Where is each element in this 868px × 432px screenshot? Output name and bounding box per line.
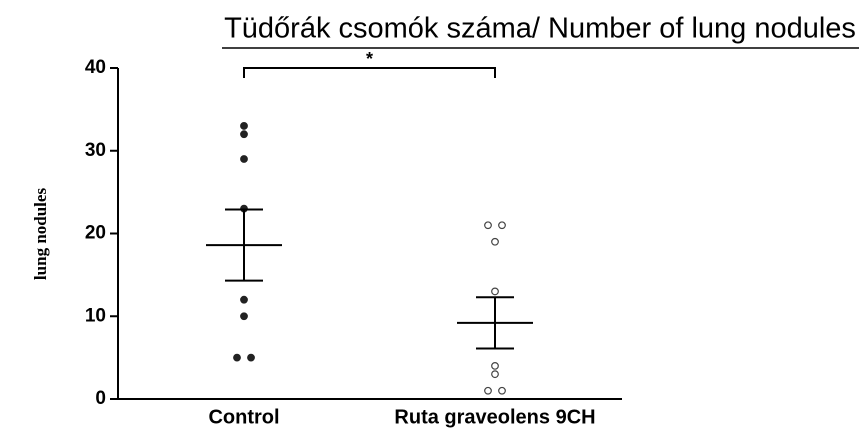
data-point [240,312,248,321]
data-point [491,237,499,246]
data-point [240,130,248,139]
data-point [491,362,499,370]
data-point [240,122,248,130]
data-point [233,353,241,362]
data-point [240,295,248,304]
data-point [491,370,499,379]
y-tick-label: 40 [85,57,106,78]
y-tick-label: 10 [85,305,106,326]
significance-label: * [366,49,373,69]
data-point [247,353,255,362]
data-point [240,155,248,163]
data-point [484,386,492,395]
chart-title: Tüdőrák csomók száma/ Number of lung nod… [224,13,856,45]
data-point [484,221,492,230]
y-tick-label: 0 [95,388,106,409]
data-point [491,287,499,296]
x-tick-label: Control [208,406,279,428]
data-point [498,386,506,395]
x-tick-label: Ruta graveolens 9CH [394,406,595,428]
data-point [498,221,506,230]
y-tick-label: 30 [85,140,106,161]
y-axis-label: lung nodules [31,188,50,281]
significance-bracket [243,67,496,78]
y-tick-label: 20 [85,223,106,244]
